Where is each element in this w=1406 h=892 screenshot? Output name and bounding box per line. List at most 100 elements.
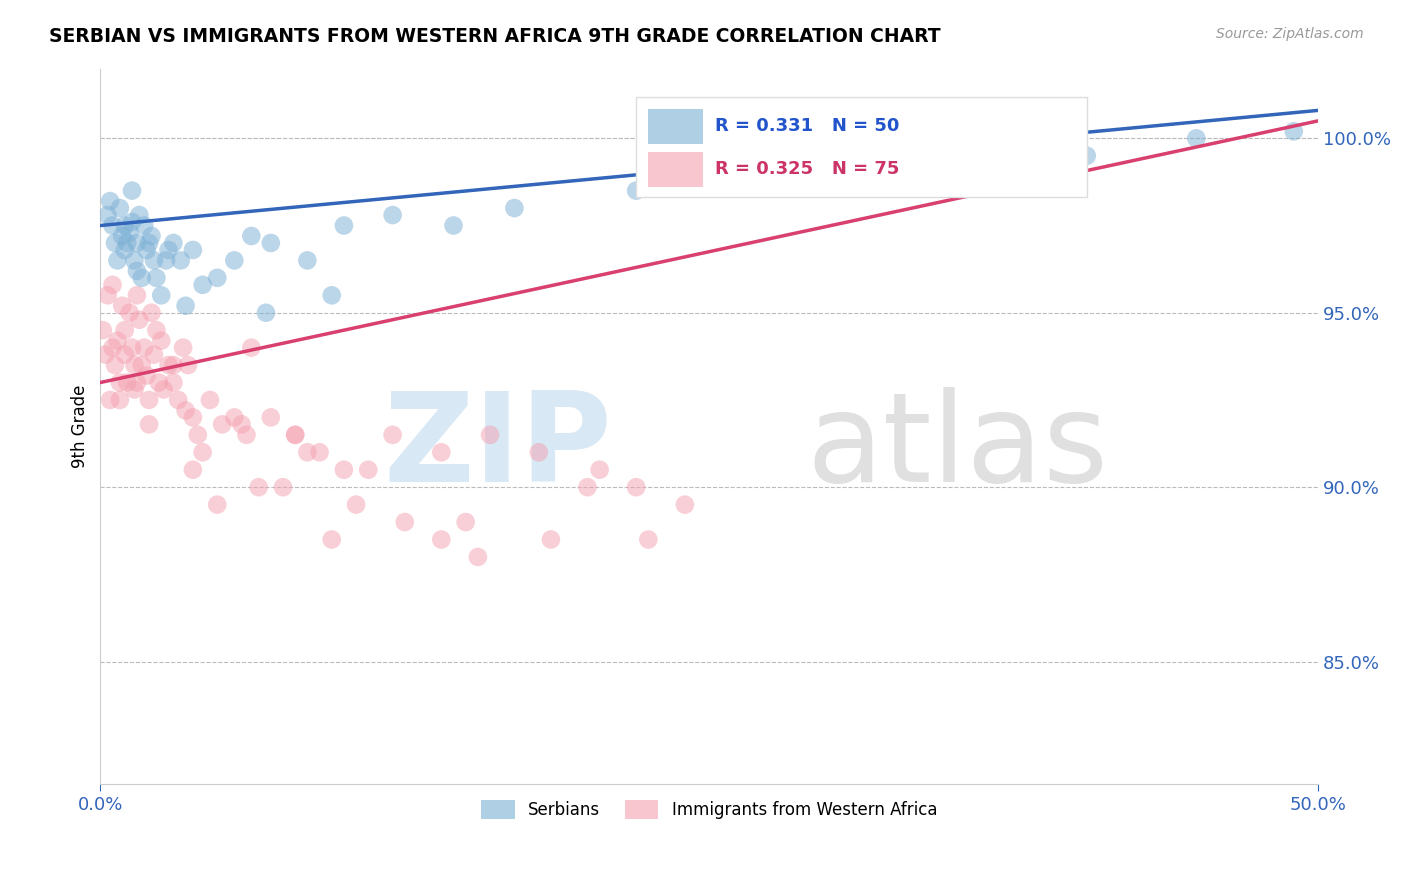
Legend: Serbians, Immigrants from Western Africa: Serbians, Immigrants from Western Africa <box>475 793 943 825</box>
Point <box>637 533 659 547</box>
Point <box>174 403 197 417</box>
Point <box>157 243 180 257</box>
Point <box>254 306 277 320</box>
Point <box>207 270 229 285</box>
Point <box>167 392 190 407</box>
Point <box>111 229 134 244</box>
Point <box>576 480 599 494</box>
Point <box>118 226 141 240</box>
Point <box>105 334 128 348</box>
Point <box>128 312 150 326</box>
Point <box>172 341 194 355</box>
Point <box>114 219 136 233</box>
Point <box>104 358 127 372</box>
Point <box>145 270 167 285</box>
Point <box>135 243 157 257</box>
Point <box>333 219 356 233</box>
Point <box>115 235 138 250</box>
Point <box>284 427 307 442</box>
Point <box>211 417 233 432</box>
Point <box>162 235 184 250</box>
Point <box>191 277 214 292</box>
Point <box>114 348 136 362</box>
Point <box>224 253 246 268</box>
Text: R = 0.331   N = 50: R = 0.331 N = 50 <box>716 118 900 136</box>
Point <box>381 208 404 222</box>
Point <box>124 383 146 397</box>
Point <box>108 376 131 390</box>
Point <box>97 288 120 302</box>
Point <box>224 410 246 425</box>
Point <box>207 498 229 512</box>
Point <box>121 341 143 355</box>
Point <box>247 480 270 494</box>
Point <box>108 392 131 407</box>
Point <box>115 376 138 390</box>
Point <box>394 515 416 529</box>
Point <box>142 348 165 362</box>
Point <box>94 348 117 362</box>
Point <box>540 533 562 547</box>
Point <box>181 410 204 425</box>
Point <box>134 219 156 233</box>
Point <box>1282 124 1305 138</box>
Point <box>101 277 124 292</box>
Point <box>381 427 404 442</box>
Text: Source: ZipAtlas.com: Source: ZipAtlas.com <box>1216 27 1364 41</box>
Point <box>588 463 610 477</box>
Point <box>148 376 170 390</box>
Point <box>1076 149 1098 163</box>
Point <box>174 299 197 313</box>
Point <box>101 219 124 233</box>
Y-axis label: 9th Grade: 9th Grade <box>72 384 89 467</box>
Text: ZIP: ZIP <box>382 387 612 508</box>
Point <box>181 243 204 257</box>
Point <box>527 445 550 459</box>
Point <box>1185 131 1208 145</box>
Point <box>141 229 163 244</box>
Point <box>138 235 160 250</box>
Point <box>240 229 263 244</box>
Point <box>108 201 131 215</box>
Point <box>98 194 121 208</box>
Point <box>240 341 263 355</box>
Point <box>150 334 173 348</box>
Point <box>187 427 209 442</box>
Point <box>104 235 127 250</box>
Point <box>181 463 204 477</box>
Bar <box>648 153 703 186</box>
Text: atlas: atlas <box>807 387 1109 508</box>
Point <box>454 515 477 529</box>
Point <box>177 358 200 372</box>
Point <box>321 533 343 547</box>
Point <box>271 480 294 494</box>
Point <box>114 323 136 337</box>
Bar <box>648 110 703 144</box>
Point <box>162 358 184 372</box>
Point <box>191 445 214 459</box>
Point <box>128 208 150 222</box>
Point <box>98 392 121 407</box>
Point <box>308 445 330 459</box>
Point <box>235 427 257 442</box>
Point <box>124 358 146 372</box>
Point <box>97 208 120 222</box>
Point <box>284 427 307 442</box>
Point <box>142 253 165 268</box>
Point <box>430 445 453 459</box>
Point <box>152 383 174 397</box>
Point <box>344 498 367 512</box>
Point <box>118 306 141 320</box>
Point <box>155 253 177 268</box>
Point <box>101 341 124 355</box>
Point <box>260 410 283 425</box>
FancyBboxPatch shape <box>636 97 1087 197</box>
Point <box>710 166 733 180</box>
Point <box>467 549 489 564</box>
Point <box>170 253 193 268</box>
Text: R = 0.325   N = 75: R = 0.325 N = 75 <box>716 161 900 178</box>
Point <box>844 149 866 163</box>
Point <box>125 288 148 302</box>
Point <box>141 306 163 320</box>
Point <box>297 253 319 268</box>
